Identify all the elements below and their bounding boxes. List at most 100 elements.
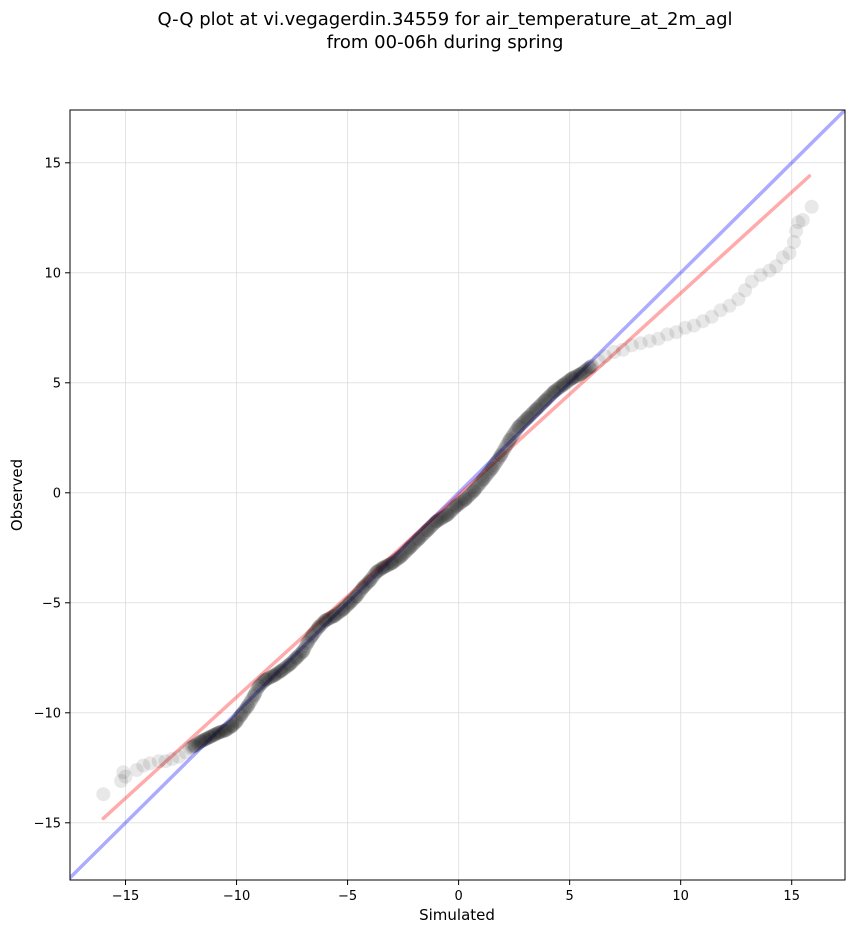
qq-point	[251, 679, 266, 694]
qq-point	[477, 470, 492, 485]
qq-point	[218, 723, 233, 738]
qq-point	[357, 578, 372, 593]
qq-point	[193, 734, 208, 749]
qq-point	[278, 660, 293, 675]
qq-point	[238, 701, 253, 716]
qq-point	[266, 668, 281, 683]
qq-point	[501, 434, 516, 449]
qq-point	[505, 428, 520, 443]
qq-point	[368, 566, 383, 581]
qq-point	[497, 441, 512, 456]
qq-point	[337, 601, 352, 616]
qq-point	[465, 484, 480, 499]
qq-point	[225, 718, 240, 733]
qq-point	[504, 430, 519, 445]
qq-point	[456, 493, 471, 508]
qq-point	[358, 577, 373, 592]
qq-point	[488, 456, 503, 471]
qq-point	[532, 398, 547, 413]
qq-point	[425, 518, 440, 533]
qq-point	[512, 418, 527, 433]
qq-point	[190, 736, 205, 751]
qq-point	[314, 616, 329, 631]
qq-point	[484, 461, 499, 476]
qq-point	[327, 609, 342, 623]
qq-point	[233, 708, 248, 722]
qq-point	[250, 681, 265, 696]
qq-point	[340, 598, 355, 613]
qq-point	[607, 345, 622, 359]
qq-point	[377, 559, 392, 574]
qq-point	[198, 732, 213, 747]
qq-point	[325, 609, 340, 624]
qq-point	[529, 402, 544, 417]
qq-point	[328, 608, 343, 623]
qq-point	[546, 385, 561, 400]
qq-point	[495, 445, 510, 460]
qq-point	[401, 541, 416, 556]
qq-point	[583, 359, 598, 374]
qq-point	[258, 672, 273, 687]
qq-point	[202, 730, 217, 745]
qq-point	[731, 292, 746, 307]
qq-point	[311, 620, 326, 634]
qq-point	[336, 602, 351, 617]
qq-point	[473, 475, 488, 490]
qq-point	[412, 531, 427, 546]
qq-point	[165, 752, 180, 766]
qq-point	[265, 669, 280, 684]
qq-point	[502, 433, 517, 447]
qq-point	[485, 460, 500, 475]
qq-point	[722, 298, 737, 313]
qq-point	[393, 549, 408, 564]
qq-point	[417, 525, 432, 540]
qq-point	[479, 468, 494, 483]
qq-point	[458, 492, 473, 507]
qq-point	[382, 557, 397, 572]
qq-point	[294, 645, 309, 660]
qq-point	[563, 372, 578, 387]
qq-point	[245, 691, 260, 706]
qq-point	[530, 401, 545, 416]
qq-point	[461, 488, 476, 503]
qq-point	[558, 376, 573, 391]
qq-point	[769, 259, 784, 274]
qq-point	[281, 658, 296, 673]
qq-point	[441, 506, 456, 521]
qq-point	[515, 416, 530, 431]
qq-point	[520, 411, 535, 425]
qq-point	[136, 758, 151, 773]
qq-point	[96, 787, 111, 802]
qq-point	[246, 689, 261, 704]
qq-point	[483, 463, 498, 478]
qq-point	[215, 724, 230, 739]
qq-point	[213, 725, 228, 740]
qq-point	[373, 562, 388, 577]
qq-point	[336, 602, 351, 617]
qq-point	[453, 495, 468, 510]
y-tick-label: −5	[42, 596, 61, 611]
y-tick-label: 5	[53, 376, 61, 391]
qq-point	[259, 672, 274, 687]
qq-point	[199, 731, 214, 746]
qq-point	[352, 585, 367, 600]
qq-point	[411, 532, 426, 546]
qq-point	[423, 520, 438, 535]
qq-point	[290, 649, 305, 664]
qq-point	[399, 544, 414, 559]
qq-point	[493, 448, 508, 463]
qq-point	[507, 426, 522, 441]
qq-point	[234, 707, 249, 722]
qq-point	[460, 490, 475, 505]
qq-point	[574, 366, 589, 381]
qq-point	[207, 727, 222, 742]
qq-point	[467, 483, 482, 498]
qq-point	[317, 614, 332, 629]
qq-point	[305, 628, 320, 643]
qq-point	[304, 630, 319, 645]
qq-point	[464, 486, 479, 501]
qq-point	[493, 448, 508, 463]
qq-point	[439, 508, 454, 523]
qq-point	[296, 644, 311, 659]
qq-point	[273, 664, 288, 678]
